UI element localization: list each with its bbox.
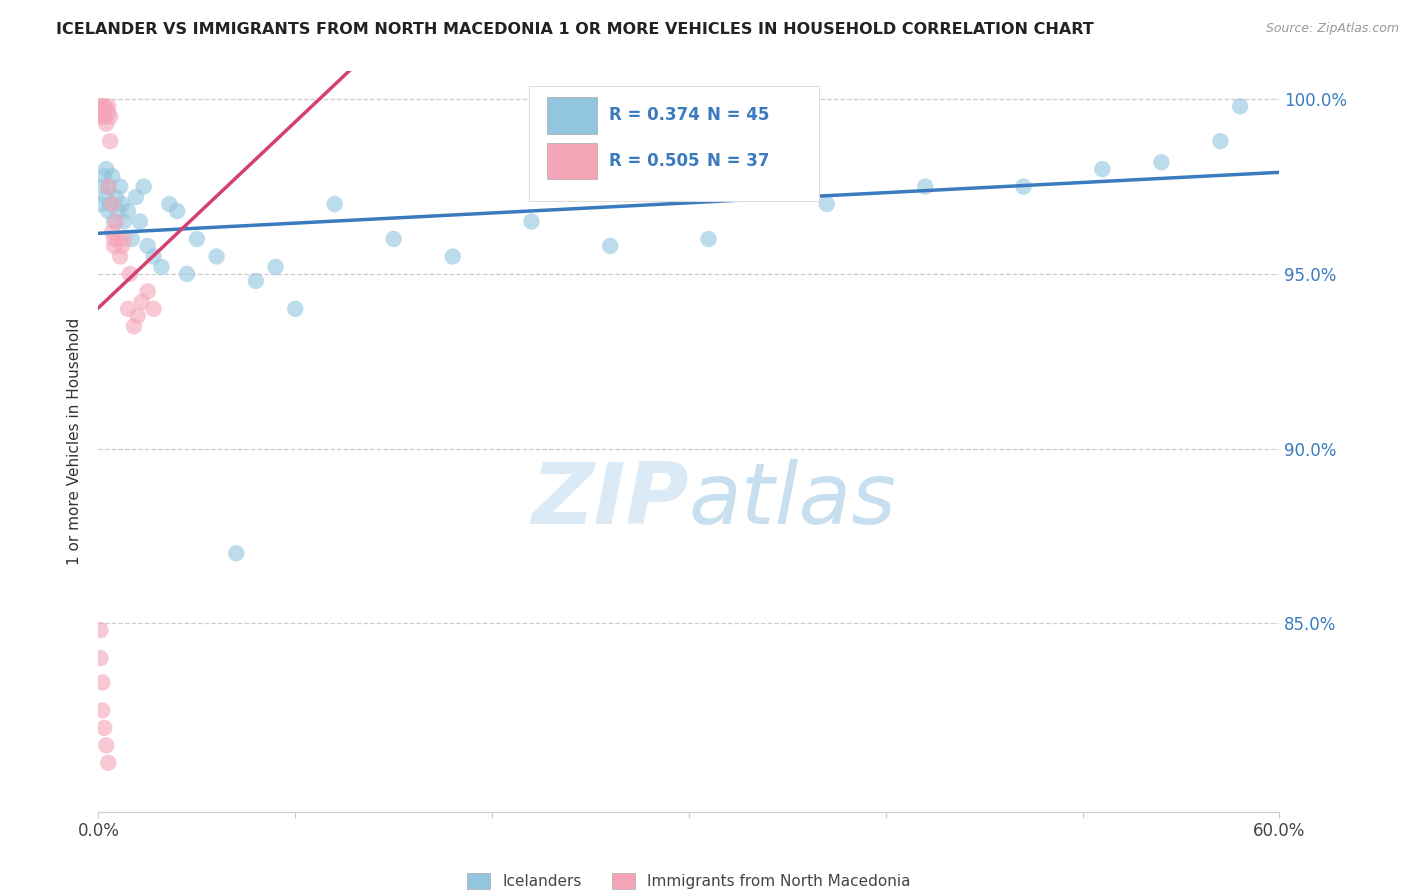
Point	[111, 197, 134, 211]
Point	[97, 99, 120, 113]
FancyBboxPatch shape	[530, 87, 818, 201]
Text: ICELANDER VS IMMIGRANTS FROM NORTH MACEDONIA 1 OR MORE VEHICLES IN HOUSEHOLD COR: ICELANDER VS IMMIGRANTS FROM NORTH MACED…	[56, 22, 1094, 37]
Point	[914, 179, 936, 194]
Point	[1150, 155, 1173, 169]
Point	[157, 197, 180, 211]
Point	[98, 110, 121, 124]
Point	[117, 301, 139, 316]
Text: R = 0.505: R = 0.505	[609, 153, 699, 170]
Point	[111, 239, 134, 253]
Point	[98, 197, 121, 211]
Text: Source: ZipAtlas.com: Source: ZipAtlas.com	[1265, 22, 1399, 36]
Point	[89, 623, 111, 637]
Point	[93, 169, 115, 183]
Point	[1091, 162, 1114, 177]
Point	[520, 214, 543, 228]
Point	[1229, 99, 1251, 113]
Point	[97, 204, 120, 219]
Point	[101, 225, 124, 239]
Point	[91, 703, 114, 717]
Point	[96, 739, 118, 753]
Point	[97, 179, 120, 194]
Point	[89, 110, 111, 124]
Point	[176, 267, 198, 281]
Point	[128, 214, 150, 228]
Text: atlas: atlas	[689, 459, 897, 542]
Point	[1209, 134, 1232, 148]
Point	[107, 204, 129, 219]
Point	[98, 134, 121, 148]
Point	[118, 267, 141, 281]
Point	[97, 756, 120, 770]
FancyBboxPatch shape	[547, 143, 596, 179]
Point	[205, 250, 228, 264]
Point	[89, 103, 111, 117]
Point	[125, 190, 148, 204]
Point	[105, 214, 128, 228]
Point	[122, 319, 145, 334]
Point	[91, 675, 114, 690]
Point	[150, 260, 173, 274]
Point	[103, 232, 125, 246]
Point	[815, 197, 838, 211]
Point	[97, 179, 120, 194]
Text: N = 45: N = 45	[707, 106, 769, 124]
Point	[121, 232, 143, 246]
Point	[91, 99, 114, 113]
Point	[323, 197, 346, 211]
Point	[112, 232, 135, 246]
Point	[93, 721, 115, 735]
Point	[93, 99, 115, 113]
Point	[697, 232, 720, 246]
Point	[89, 651, 111, 665]
Point	[117, 204, 139, 219]
Point	[97, 106, 120, 120]
Point	[101, 197, 124, 211]
Point	[382, 232, 405, 246]
Point	[96, 190, 118, 204]
Point	[186, 232, 208, 246]
Point	[112, 214, 135, 228]
Point	[91, 106, 114, 120]
Point	[142, 250, 165, 264]
Point	[1012, 179, 1035, 194]
Point	[91, 179, 114, 194]
Point	[131, 294, 153, 309]
FancyBboxPatch shape	[547, 97, 596, 134]
Point	[96, 117, 118, 131]
Point	[142, 301, 165, 316]
Point	[89, 99, 111, 113]
Point	[108, 250, 131, 264]
Text: N = 37: N = 37	[707, 153, 769, 170]
Point	[166, 204, 188, 219]
Point	[264, 260, 287, 274]
Point	[96, 103, 118, 117]
Point	[284, 301, 307, 316]
Point	[96, 162, 118, 177]
Point	[132, 179, 155, 194]
Legend: Icelanders, Immigrants from North Macedonia: Icelanders, Immigrants from North Macedo…	[467, 873, 911, 889]
Point	[103, 214, 125, 228]
Point	[103, 239, 125, 253]
Point	[108, 179, 131, 194]
Text: R = 0.374: R = 0.374	[609, 106, 700, 124]
Point	[599, 239, 621, 253]
Point	[101, 169, 124, 183]
Point	[107, 232, 129, 246]
Point	[136, 285, 159, 299]
Point	[441, 250, 464, 264]
Point	[127, 309, 149, 323]
Point	[225, 546, 247, 560]
Y-axis label: 1 or more Vehicles in Household: 1 or more Vehicles in Household	[67, 318, 83, 566]
Point	[245, 274, 267, 288]
Point	[105, 190, 128, 204]
Point	[136, 239, 159, 253]
Point	[93, 110, 115, 124]
Point	[89, 197, 111, 211]
Text: ZIP: ZIP	[531, 459, 689, 542]
